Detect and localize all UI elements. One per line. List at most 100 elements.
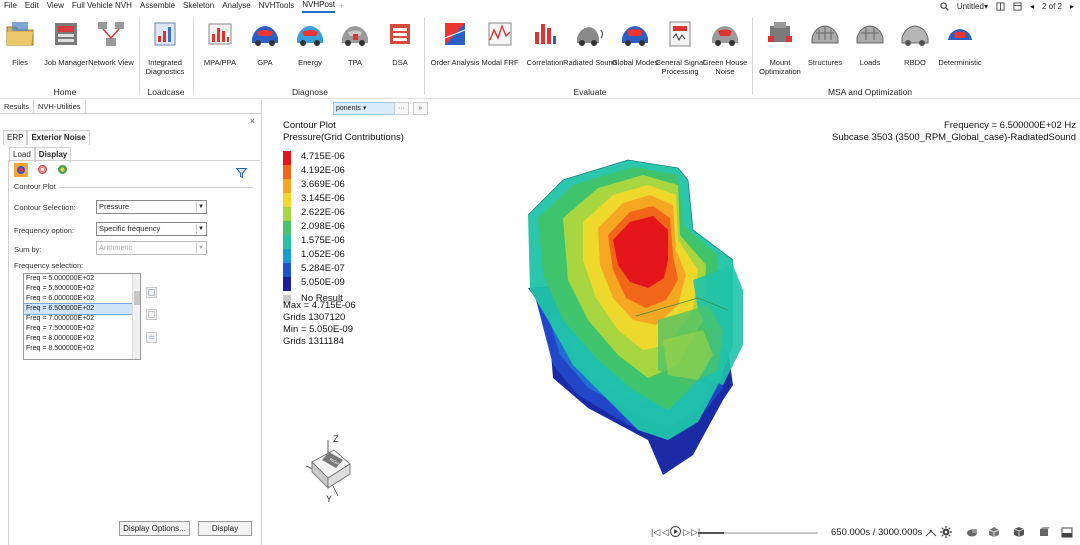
vector-plot-icon[interactable]	[37, 164, 48, 175]
search-icon[interactable]	[940, 1, 949, 11]
network-view-tool[interactable]: Network View	[83, 18, 139, 67]
graphics-viewport[interactable]: ponents ▾ ··· » Frequency = 6.500000E+02…	[263, 100, 1080, 545]
green-house-noise-tool[interactable]: Green House Noise	[697, 18, 753, 76]
menu-view[interactable]: View	[46, 1, 64, 10]
scrollbar-thumb[interactable]	[134, 291, 140, 305]
dsa-tool[interactable]: DSA	[372, 18, 428, 67]
select-all-icon[interactable]	[146, 287, 157, 298]
correlation-tool[interactable]: Correlation	[517, 18, 573, 67]
legend-swatch	[283, 249, 291, 263]
play-icon[interactable]	[670, 526, 681, 537]
menu-file[interactable]: File	[4, 1, 17, 10]
integrated-diagnostics-tool[interactable]: Integrated Diagnostics	[137, 18, 193, 76]
next-page-button[interactable]: ▸	[1069, 1, 1074, 11]
first-frame-button[interactable]: |◁	[651, 527, 661, 537]
gear-icon[interactable]	[940, 526, 952, 538]
tab-exterior-noise[interactable]: Exterior Noise	[27, 130, 90, 145]
rbdo-tool[interactable]: RBDO	[887, 18, 943, 67]
list-item[interactable]: Freq = 7.000000E+02	[26, 315, 95, 322]
tab-load[interactable]: Load	[9, 147, 35, 162]
contour-model-view[interactable]	[518, 140, 788, 480]
frequency-option-dropdown[interactable]: Specific frequency ▼	[96, 222, 207, 236]
prev-frame-button[interactable]: ◁	[662, 527, 669, 537]
display-options-button[interactable]: Display Options...	[119, 521, 190, 536]
close-panel-button[interactable]: ×	[249, 116, 255, 126]
view-camera-icon[interactable]	[966, 526, 978, 538]
tab-results[interactable]: Results	[0, 100, 35, 113]
general-signal-processing-tool[interactable]: General Signal Processing	[652, 18, 708, 76]
contour-selection-dropdown[interactable]: Pressure ▼	[96, 200, 207, 214]
folder-icon	[6, 22, 34, 46]
contour-plot-icon[interactable]	[14, 163, 28, 177]
search-more-button[interactable]: ···	[394, 102, 409, 115]
reverse-selection-icon[interactable]	[146, 332, 157, 343]
job-manager-tool[interactable]: Job Manager	[38, 18, 94, 67]
tab-erp[interactable]: ERP	[3, 130, 28, 145]
list-item[interactable]: Freq = 7.500000E+02	[26, 325, 95, 332]
legend-label: 2.098E-06	[301, 221, 345, 232]
next-frame-button[interactable]: ▷	[683, 527, 690, 537]
radiated-sound-tool[interactable]: Radiated Sound	[562, 18, 618, 67]
list-item[interactable]: Freq = 5.500000E+02	[26, 285, 95, 292]
menu-nvhpost[interactable]: NVHPost	[302, 0, 336, 13]
shaded-view-icon[interactable]	[1061, 526, 1073, 538]
animation-progress[interactable]	[698, 532, 818, 534]
legend-swatch	[283, 277, 291, 291]
group-label-home: Home	[53, 87, 77, 97]
box-view-icon[interactable]	[1038, 526, 1050, 538]
menu-assemble[interactable]: Assemble	[139, 1, 176, 10]
tab-nvh-utilities[interactable]: NVH-Utilities	[34, 100, 86, 113]
model-view-icon[interactable]	[988, 526, 1000, 538]
frequency-list[interactable]: Freq = 5.000000E+02 Freq = 5.500000E+02 …	[23, 273, 141, 360]
list-item[interactable]: Freq = 8.000000E+02	[26, 335, 95, 342]
axis-triad[interactable]: RIGHT	[298, 430, 358, 508]
max-grid: Grids 1307120	[283, 312, 346, 323]
mount-optimization-tool[interactable]: Mount Optimization	[752, 18, 808, 76]
tab-display[interactable]: Display	[34, 147, 72, 162]
cube-view-icon[interactable]	[1013, 526, 1025, 538]
chevron-down-icon: ▼	[196, 202, 205, 212]
list-item[interactable]: Freq = 8.500000E+02	[26, 345, 95, 352]
menu-full-vehicle-nvh[interactable]: Full Vehicle NVH	[71, 1, 132, 10]
energy-tool[interactable]: Energy	[282, 18, 338, 67]
iso-plot-icon[interactable]	[57, 164, 68, 175]
deterministic-tool[interactable]: Deterministic	[932, 18, 988, 67]
search-collapse-button[interactable]: »	[413, 102, 428, 115]
order-analysis-tool[interactable]: Order Analysis	[427, 18, 483, 67]
files-tool[interactable]: Files	[0, 18, 48, 67]
prev-page-button[interactable]: ◂	[1029, 1, 1034, 11]
speed-icon[interactable]	[925, 526, 937, 538]
deselect-icon[interactable]	[146, 309, 157, 320]
menu-analyse[interactable]: Analyse	[222, 1, 251, 10]
global-modes-tool[interactable]: Global Modes	[607, 18, 663, 67]
legend-swatch	[283, 207, 291, 221]
window-layout-icon[interactable]	[996, 1, 1005, 11]
list-item[interactable]: Freq = 6.000000E+02	[26, 295, 95, 302]
axis-y-label: Y	[326, 494, 333, 504]
tpa-tool[interactable]: TPA	[327, 18, 383, 67]
document-title-dropdown[interactable]: Untitled▾	[956, 1, 988, 11]
rbdo-icon	[901, 25, 929, 46]
structures-tool[interactable]: Structures	[797, 18, 853, 67]
display-button[interactable]: Display	[198, 521, 252, 536]
subcase-text: Subcase 3503 (3500_RPM_Global_case)-Radi…	[832, 132, 1076, 143]
group-separator	[752, 17, 753, 95]
tpa-icon	[342, 26, 368, 46]
legend-swatch	[283, 165, 291, 179]
menu-skeleton[interactable]: Skeleton	[183, 1, 215, 10]
page-setup-icon[interactable]	[1013, 1, 1022, 11]
add-tab-button[interactable]: +	[339, 1, 345, 11]
component-search-input[interactable]: ponents ▾	[333, 102, 397, 115]
loads-tool[interactable]: Loads	[842, 18, 898, 67]
list-scrollbar[interactable]	[132, 274, 140, 359]
menu-edit[interactable]: Edit	[24, 1, 39, 10]
mpa-ppa-tool[interactable]: MPA/PPA	[192, 18, 248, 67]
filter-icon[interactable]	[236, 168, 247, 178]
modal-frf-tool[interactable]: Modal FRF	[472, 18, 528, 67]
last-frame-button[interactable]: ▷|	[691, 527, 701, 537]
list-item[interactable]: Freq = 5.000000E+02	[26, 275, 95, 282]
gpa-tool[interactable]: GPA	[237, 18, 293, 67]
files-label: Files	[12, 58, 28, 67]
list-item-selected[interactable]: Freq = 6.500000E+02	[24, 303, 133, 315]
menu-nvhtools[interactable]: NVHTools	[258, 1, 295, 10]
